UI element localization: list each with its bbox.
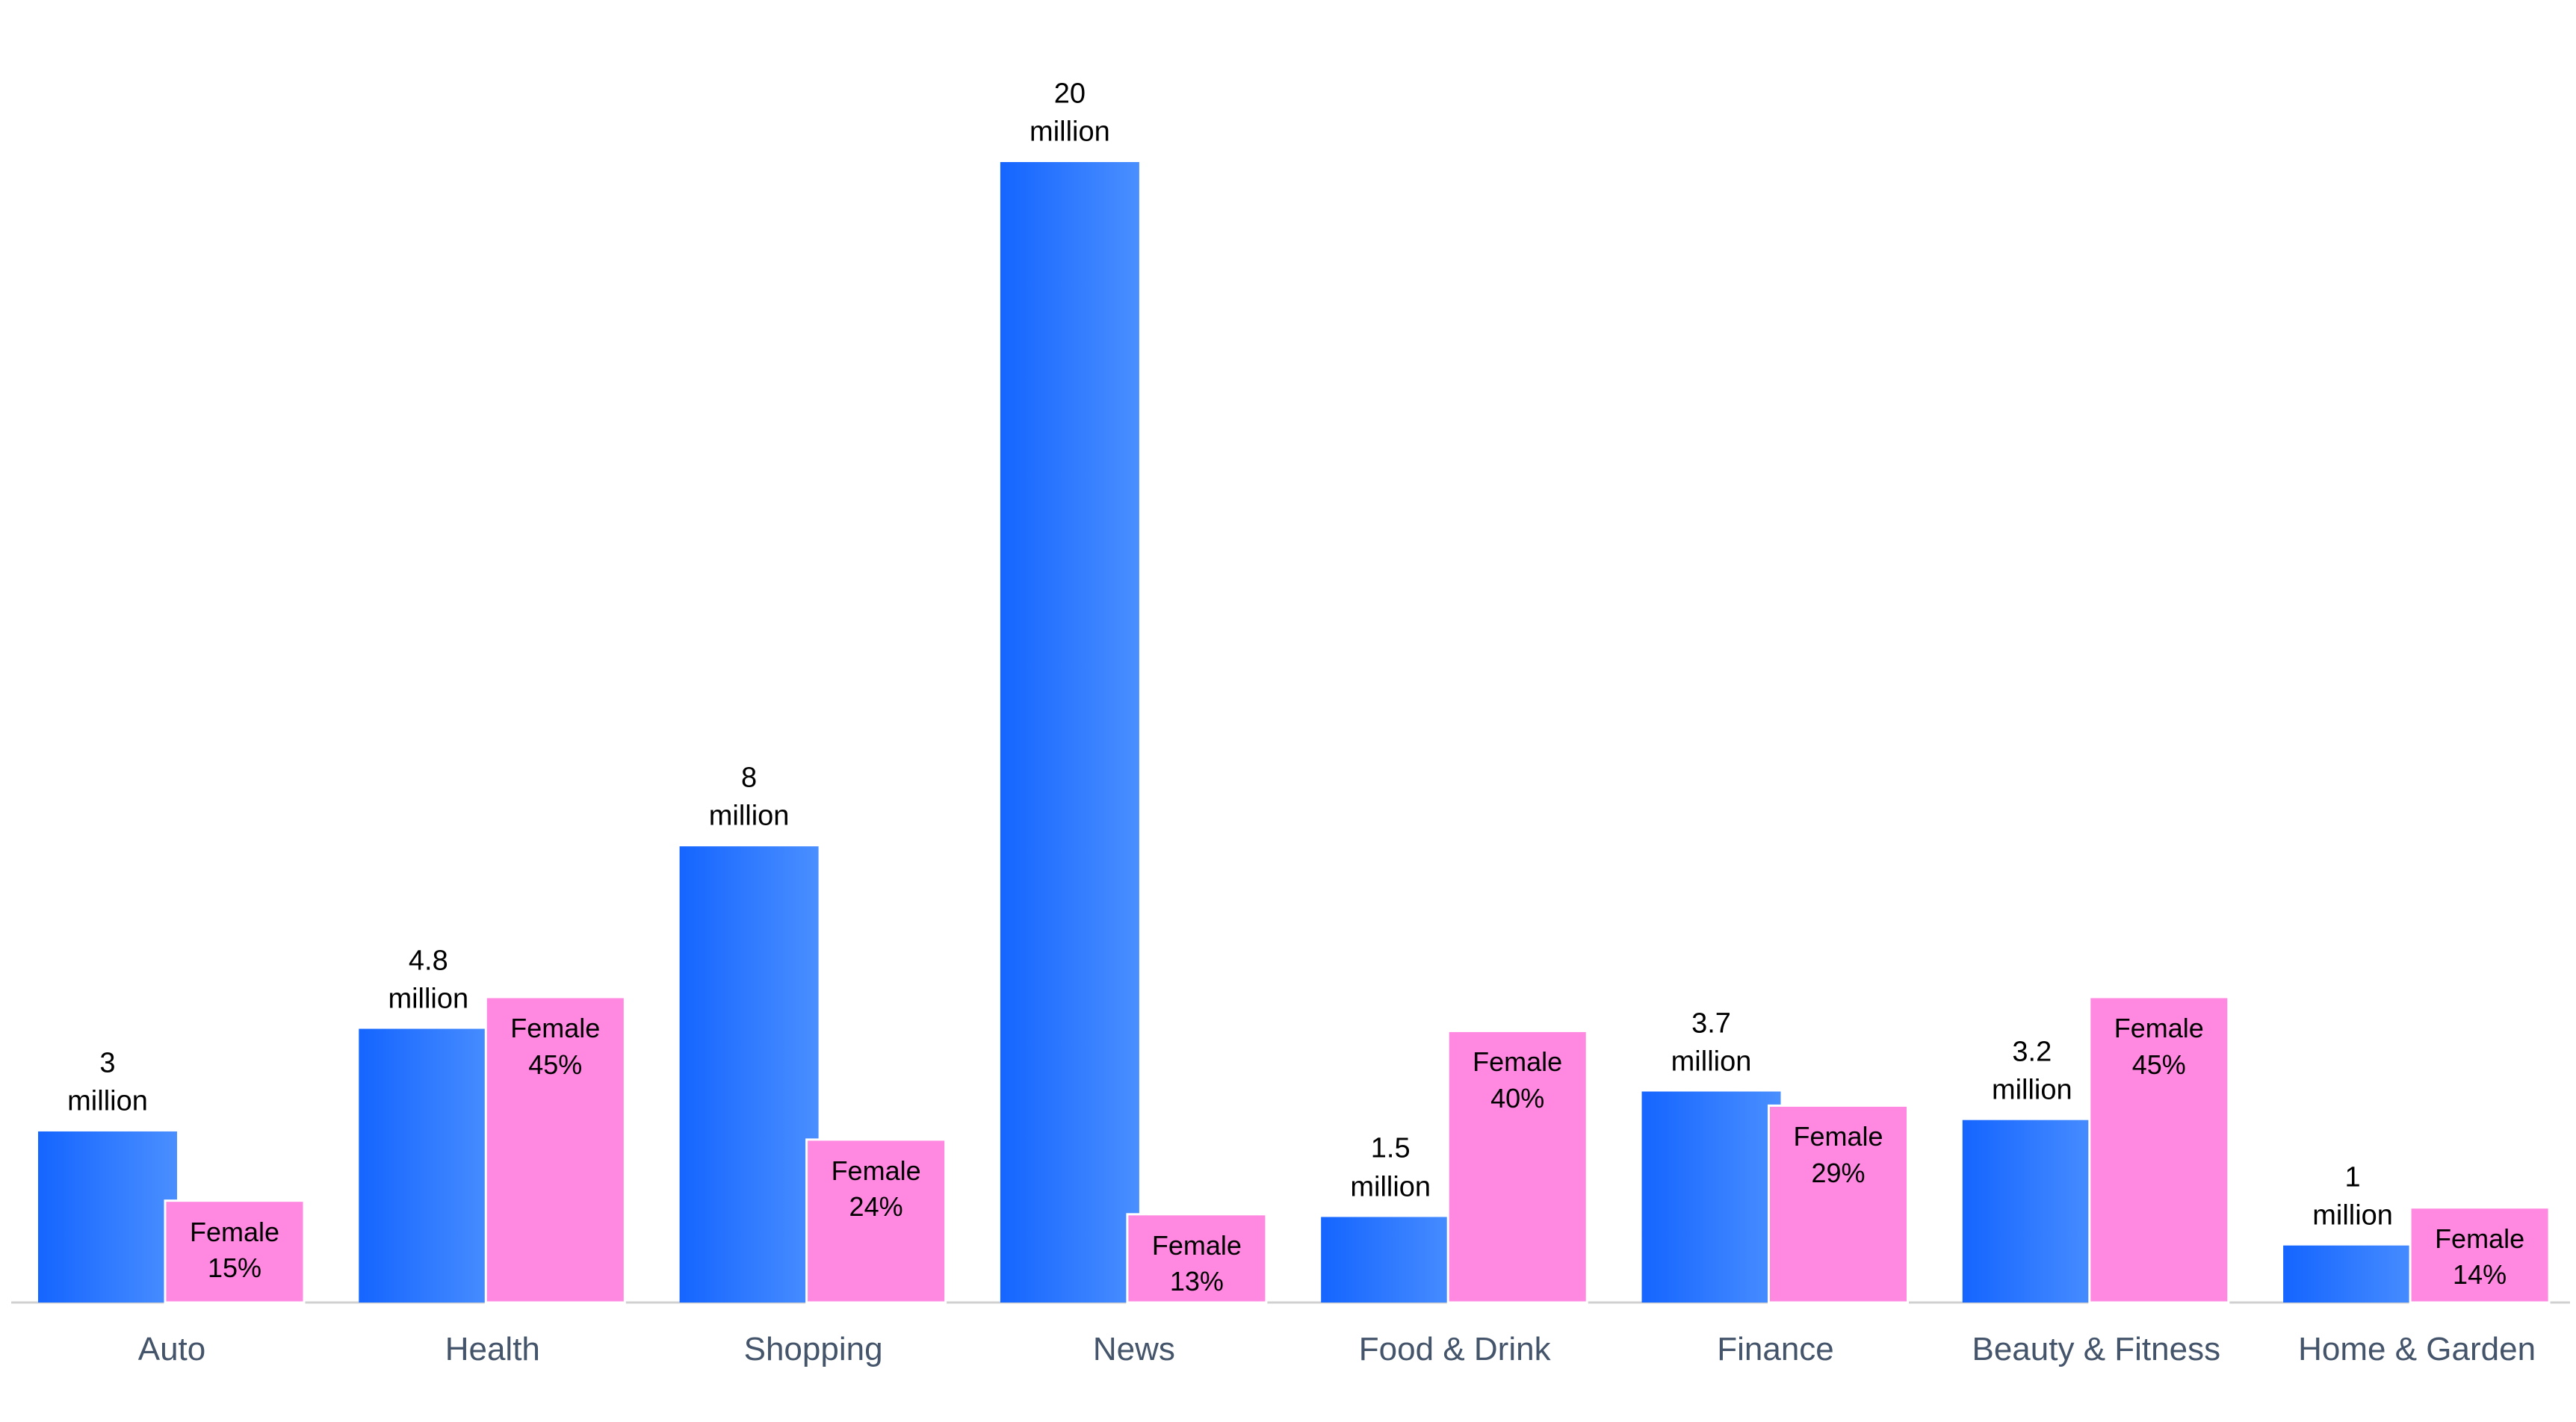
x-tick-label: Health	[445, 1331, 540, 1367]
data-label: Female 13%	[1151, 1229, 1242, 1297]
bar	[38, 1131, 177, 1303]
bar	[2088, 996, 2230, 1304]
data-label: 3 million	[67, 1047, 148, 1117]
data-label: Female 45%	[510, 1012, 601, 1080]
x-tick-label: Food & Drink	[1358, 1331, 1551, 1367]
x-tick-label: Finance	[1717, 1331, 1834, 1367]
bar	[484, 996, 626, 1304]
bar	[805, 1138, 947, 1304]
bar	[359, 1028, 498, 1303]
data-label: Female 15%	[189, 1216, 280, 1284]
data-label: 4.8 million	[388, 944, 469, 1015]
x-tick-label: Beauty & Fitness	[1972, 1331, 2221, 1367]
bar	[1321, 1217, 1461, 1303]
bar	[1126, 1213, 1268, 1304]
bar	[1768, 1104, 1909, 1304]
x-tick-label: Home & Garden	[2298, 1331, 2536, 1367]
bar	[679, 846, 819, 1303]
bar	[1962, 1120, 2102, 1303]
bar	[1446, 1029, 1588, 1304]
bar	[2283, 1245, 2423, 1303]
data-label: Female 45%	[2114, 1012, 2204, 1080]
x-tick-label: Shopping	[743, 1331, 883, 1367]
data-label: Female 24%	[831, 1155, 921, 1223]
x-tick-label: Auto	[137, 1331, 206, 1367]
data-label: 1.5 million	[1350, 1132, 1431, 1203]
bar	[164, 1199, 306, 1304]
data-label: 1 million	[2312, 1161, 2393, 1232]
data-label: 20 million	[1030, 78, 1110, 148]
x-tick-label: News	[1092, 1331, 1175, 1367]
bar	[1641, 1091, 1781, 1303]
data-label: 8 million	[708, 762, 790, 832]
data-label: 3.2 million	[1991, 1036, 2072, 1106]
data-label: Female 40%	[1473, 1046, 1563, 1114]
bar	[1000, 162, 1139, 1303]
data-label: Female 14%	[2435, 1223, 2525, 1291]
data-label: 3.7 million	[1671, 1007, 1752, 1078]
data-label: Female 29%	[1793, 1121, 1883, 1188]
bar	[2409, 1206, 2551, 1304]
